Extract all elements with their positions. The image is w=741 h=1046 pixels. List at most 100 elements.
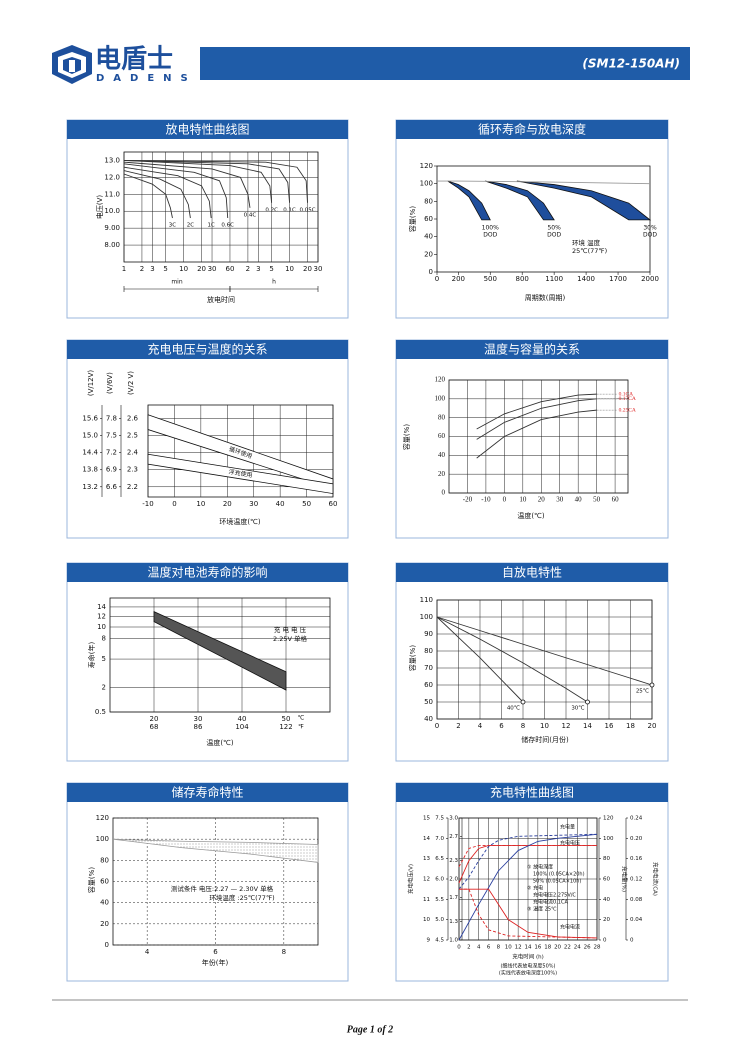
panel-title-bar bbox=[67, 783, 348, 802]
y-tick-label: 100 bbox=[420, 613, 433, 621]
y-tick-label: 100 bbox=[435, 394, 446, 402]
series-label: 40℃ bbox=[507, 705, 520, 712]
y-tick-label: 14 bbox=[97, 603, 106, 611]
y-tick-label: 11 bbox=[423, 897, 430, 903]
x-tick-label: 30 bbox=[208, 265, 217, 273]
alt-tick-label: 6.0 bbox=[435, 877, 444, 883]
x-tick-label: 1400 bbox=[577, 275, 595, 283]
alt-tick-label: 7.2 bbox=[106, 449, 117, 457]
alt-tick-label: 0.08 bbox=[630, 897, 643, 903]
x-tick-label: -10 bbox=[142, 500, 153, 508]
note: 100% (0.05CA×20h) bbox=[533, 872, 585, 878]
x-tick-label: 2 bbox=[246, 265, 250, 273]
y-axis-label: 容量(%) bbox=[87, 867, 96, 893]
x-axis-label: 储存时间(月份) bbox=[521, 735, 569, 744]
alt-tick-label: 0.24 bbox=[630, 816, 643, 822]
x-tick-label: 3 bbox=[150, 265, 154, 273]
band-label: 浮充使用 bbox=[228, 468, 253, 480]
y-tick-label: 12.0 bbox=[104, 173, 120, 181]
band-label: DOD bbox=[547, 231, 561, 238]
band-label: 50% bbox=[547, 224, 561, 231]
y-tick-label: 110 bbox=[420, 596, 433, 604]
x-tick-label: 2000 bbox=[641, 275, 659, 283]
alt-tick-label: 1.3 bbox=[449, 919, 458, 925]
y-tick-label: 100 bbox=[96, 835, 109, 843]
note: 环境 温度 bbox=[572, 238, 601, 247]
end-marker bbox=[520, 699, 526, 705]
alt-axis-label: (V/12V) bbox=[87, 370, 95, 397]
panel-title-bar bbox=[396, 783, 668, 802]
series-line bbox=[436, 616, 588, 703]
alt-axis-label: 充电量(%) bbox=[621, 866, 629, 892]
x-axis-label: 放电时间 bbox=[207, 295, 235, 304]
x-tick-label: 28 bbox=[594, 945, 601, 951]
x-tick-label: 10 bbox=[540, 722, 549, 730]
alt-tick-label: 15.0 bbox=[82, 432, 98, 440]
x-tick-label: 0 bbox=[457, 945, 461, 951]
x-tick-label: 5 bbox=[163, 265, 167, 273]
band bbox=[516, 180, 652, 221]
note: 充电电流0.1CA bbox=[533, 899, 568, 906]
x-tick-label: 4 bbox=[145, 948, 150, 956]
model: (SM12-150AH) bbox=[582, 57, 680, 71]
note: ③ 温度 25℃ bbox=[527, 906, 557, 913]
x-tick-label: 20 bbox=[554, 945, 561, 951]
y-tick-label: 20 bbox=[424, 250, 433, 258]
header-bar bbox=[200, 47, 690, 80]
panel-title: 充电特性曲线图 bbox=[490, 785, 574, 800]
note: ② 充电 bbox=[527, 885, 543, 892]
note: 充电电压 bbox=[560, 840, 580, 847]
y-tick-label: 2.4 bbox=[127, 449, 139, 457]
note: (实线代表放电深度100%) bbox=[499, 970, 557, 977]
x-tick-label: 500 bbox=[484, 275, 497, 283]
x-unit: ℉ bbox=[298, 724, 304, 731]
y-tick-label: 10 bbox=[423, 917, 430, 923]
band-label: 30% bbox=[643, 224, 657, 231]
note: (细线代表放电深度50%) bbox=[500, 963, 555, 970]
x-tick-label: 40 bbox=[238, 715, 247, 723]
y-tick-label: 60 bbox=[100, 878, 109, 886]
x-tick-label: 1100 bbox=[545, 275, 563, 283]
series-line bbox=[123, 163, 229, 219]
y-tick-label: 2.5 bbox=[127, 432, 138, 440]
x2-tick-label: 104 bbox=[235, 723, 249, 731]
x-axis-label: 温度(℃) bbox=[206, 738, 234, 747]
x-tick-label: 40 bbox=[575, 496, 583, 504]
y-tick-label: 40 bbox=[424, 715, 433, 723]
series-line bbox=[458, 833, 598, 890]
x-tick-label: 18 bbox=[626, 722, 635, 730]
alt-tick-label: 2.7 bbox=[449, 834, 458, 840]
x-tick-label: 30 bbox=[556, 496, 564, 504]
x-tick-label: 14 bbox=[525, 945, 532, 951]
alt-tick-label: 0.20 bbox=[630, 836, 643, 842]
y-tick-label: 8.00 bbox=[104, 241, 120, 249]
y-tick-label: 40 bbox=[424, 233, 433, 241]
alt-tick-label: 40 bbox=[603, 897, 610, 903]
y-axis-label: (V/2 V) bbox=[127, 371, 135, 395]
y-tick-label: 0.5 bbox=[95, 708, 106, 716]
x2-tick-label: 86 bbox=[194, 723, 203, 731]
x-tick-label: 22 bbox=[564, 945, 571, 951]
note: 50% (0.05CA×10h) bbox=[533, 879, 581, 885]
x-tick-label: 10 bbox=[505, 945, 512, 951]
y-axis-label: 容量(%) bbox=[402, 424, 411, 450]
x-tick-label: 20 bbox=[538, 496, 546, 504]
x-tick-label: 20 bbox=[150, 715, 159, 723]
alt-tick-label: 6.9 bbox=[106, 466, 117, 474]
panel-title-bar bbox=[396, 120, 668, 139]
alt-tick-label: 5.0 bbox=[435, 917, 444, 923]
logo-icon bbox=[52, 45, 92, 84]
series-line bbox=[476, 393, 597, 430]
alt-tick-label: 7.5 bbox=[435, 816, 444, 822]
x-tick-label: 1700 bbox=[609, 275, 627, 283]
y-tick-label: 60 bbox=[424, 681, 433, 689]
band-label: DOD bbox=[643, 231, 657, 238]
x-tick-label: 6 bbox=[499, 722, 504, 730]
x-tick-label: 4 bbox=[477, 945, 481, 951]
series-label: 3C bbox=[169, 223, 176, 229]
x-tick-label: 26 bbox=[584, 945, 591, 951]
y-tick-label: 20 bbox=[100, 920, 109, 928]
panel-title: 放电特性曲线图 bbox=[165, 122, 249, 137]
x-tick-label: 16 bbox=[534, 945, 541, 951]
x-tick-label: 30 bbox=[314, 265, 323, 273]
